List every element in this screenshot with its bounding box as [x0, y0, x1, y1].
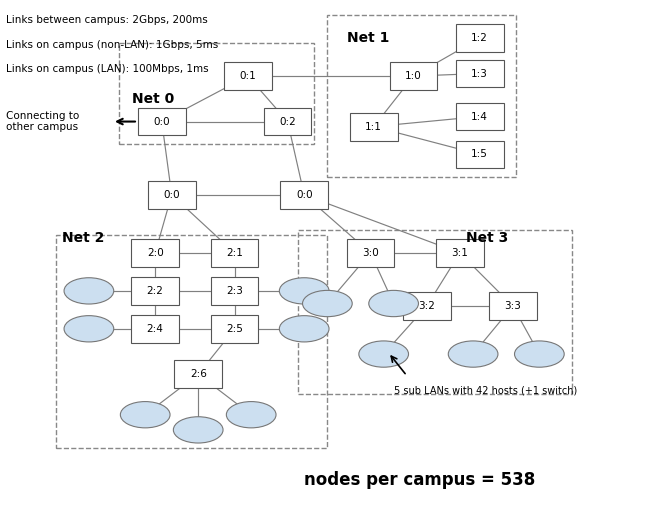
Ellipse shape	[64, 316, 114, 342]
Text: 1:3: 1:3	[472, 68, 488, 79]
Ellipse shape	[369, 290, 418, 317]
Text: 0:0: 0:0	[154, 117, 170, 127]
Text: 2:2: 2:2	[147, 286, 164, 296]
Text: 3:1: 3:1	[452, 248, 468, 258]
Text: 3:2: 3:2	[418, 301, 435, 311]
FancyBboxPatch shape	[224, 62, 272, 90]
Ellipse shape	[303, 290, 352, 317]
Text: 2:1: 2:1	[226, 248, 243, 258]
Ellipse shape	[279, 316, 329, 342]
FancyBboxPatch shape	[211, 239, 259, 267]
Text: Connecting to
other campus: Connecting to other campus	[6, 111, 79, 132]
Ellipse shape	[174, 417, 223, 443]
Text: Net 0: Net 0	[132, 92, 174, 106]
FancyBboxPatch shape	[389, 62, 438, 90]
FancyBboxPatch shape	[489, 292, 536, 320]
FancyBboxPatch shape	[132, 315, 179, 343]
FancyBboxPatch shape	[350, 113, 397, 141]
Text: 2:3: 2:3	[226, 286, 243, 296]
Text: 2:6: 2:6	[190, 369, 206, 379]
FancyBboxPatch shape	[347, 239, 394, 267]
Text: Links between campus: 2Gbps, 200ms: Links between campus: 2Gbps, 200ms	[6, 15, 208, 26]
Text: 3:3: 3:3	[504, 301, 521, 311]
Text: Links on campus (non-LAN): 1Gbps, 5ms: Links on campus (non-LAN): 1Gbps, 5ms	[6, 40, 218, 50]
FancyBboxPatch shape	[456, 103, 504, 130]
FancyBboxPatch shape	[211, 315, 259, 343]
Text: 1:0: 1:0	[405, 71, 422, 81]
FancyBboxPatch shape	[281, 181, 328, 209]
Ellipse shape	[279, 278, 329, 304]
FancyBboxPatch shape	[456, 24, 504, 52]
Text: 0:1: 0:1	[240, 71, 257, 81]
Ellipse shape	[226, 402, 276, 428]
FancyBboxPatch shape	[403, 292, 451, 320]
FancyBboxPatch shape	[138, 108, 186, 135]
Ellipse shape	[448, 341, 498, 367]
Ellipse shape	[514, 341, 564, 367]
Ellipse shape	[120, 402, 170, 428]
Text: nodes per campus = 538: nodes per campus = 538	[305, 472, 536, 490]
Text: 2:0: 2:0	[147, 248, 164, 258]
Text: Links on campus (LAN): 100Mbps, 1ms: Links on campus (LAN): 100Mbps, 1ms	[6, 64, 208, 74]
FancyBboxPatch shape	[456, 141, 504, 168]
Text: 1:1: 1:1	[365, 122, 382, 132]
Text: 1:2: 1:2	[472, 33, 488, 43]
Text: Net 3: Net 3	[466, 231, 509, 245]
FancyBboxPatch shape	[148, 181, 196, 209]
Text: 2:4: 2:4	[147, 324, 164, 334]
Text: 1:5: 1:5	[472, 149, 488, 159]
FancyBboxPatch shape	[456, 60, 504, 87]
FancyBboxPatch shape	[132, 239, 179, 267]
Text: 0:0: 0:0	[296, 190, 313, 200]
FancyBboxPatch shape	[264, 108, 311, 135]
FancyBboxPatch shape	[174, 360, 222, 388]
Text: Net 1: Net 1	[347, 31, 389, 45]
Text: 3:0: 3:0	[362, 248, 379, 258]
FancyBboxPatch shape	[211, 277, 259, 305]
Text: 5 sub LANs with 42 hosts (+1 switch): 5 sub LANs with 42 hosts (+1 switch)	[393, 386, 577, 396]
Text: 1:4: 1:4	[472, 111, 488, 122]
Text: 0:0: 0:0	[164, 190, 180, 200]
Text: Net 2: Net 2	[62, 231, 105, 245]
Ellipse shape	[359, 341, 409, 367]
Ellipse shape	[64, 278, 114, 304]
FancyBboxPatch shape	[436, 239, 484, 267]
Text: 0:2: 0:2	[279, 117, 296, 127]
FancyBboxPatch shape	[132, 277, 179, 305]
Text: 2:5: 2:5	[226, 324, 243, 334]
